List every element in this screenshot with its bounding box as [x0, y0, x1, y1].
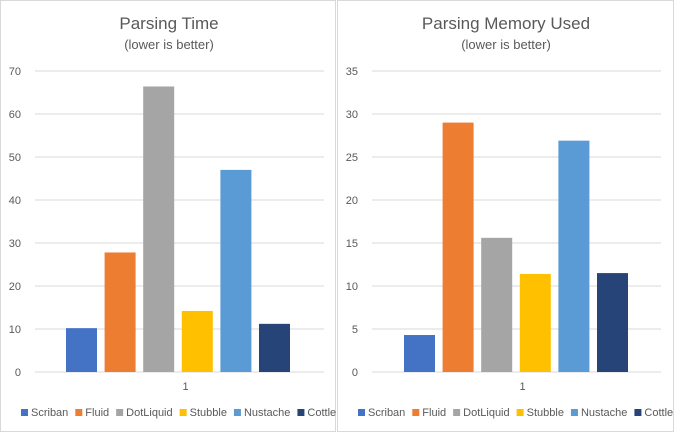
parsing-memory-bar-cottle	[597, 273, 628, 372]
parsing-memory-y-tick-label: 35	[346, 66, 358, 78]
parsing-memory-legend-label: Scriban	[368, 407, 405, 419]
parsing-memory-bar-stubble	[519, 273, 551, 372]
chart-panel-parsing-time: Parsing Time (lower is better) 0 10 20 30 40 50…	[0, 0, 336, 432]
parsing-memory-legend: Scriban Fluid DotLiquid Stubble Nustache Cott…	[358, 407, 673, 419]
parsing-memory-legend-label: DotLiquid	[463, 407, 509, 419]
parsing-memory-bar-scriban	[404, 335, 435, 372]
parsing-time-title: Parsing Time	[119, 14, 218, 33]
parsing-memory-legend-label: Nustache	[581, 407, 627, 419]
parsing-time-bar-nustache	[220, 169, 252, 372]
parsing-time-legend-label: Stubble	[190, 407, 227, 419]
parsing-memory-legend-swatch	[570, 409, 578, 416]
parsing-memory-y-tick-label: 25	[346, 152, 358, 164]
parsing-time-legend-swatch	[233, 409, 241, 416]
parsing-time-y-tick-label: 40	[9, 195, 21, 207]
parsing-time-y-tick-label: 20	[9, 281, 21, 293]
parsing-time-legend-swatch	[75, 409, 83, 416]
parsing-memory-legend-label: Cottle	[644, 407, 673, 419]
parsing-time-legend-swatch	[297, 409, 305, 416]
parsing-memory-subtitle: (lower is better)	[461, 37, 551, 52]
parsing-memory-legend-swatch	[412, 409, 420, 416]
parsing-time-bar-dotliquid	[143, 86, 175, 372]
parsing-time-y-tick-label: 70	[9, 66, 21, 78]
parsing-time-x-tick-label: 1	[182, 381, 188, 393]
parsing-memory-legend-swatch	[453, 409, 461, 416]
parsing-time-y-tick-label: 0	[15, 367, 21, 379]
chart-parsing-memory: Parsing Memory Used (lower is better) 0 5 10…	[346, 14, 673, 419]
parsing-time-bar-scriban	[66, 328, 97, 372]
parsing-time-legend-swatch	[179, 409, 187, 416]
parsing-memory-y-tick-label: 5	[352, 324, 358, 336]
parsing-time-legend-label: DotLiquid	[126, 407, 172, 419]
parsing-memory-y-tick-label: 10	[346, 281, 358, 293]
parsing-memory-legend-label: Fluid	[422, 407, 446, 419]
parsing-time-y-tick-label: 60	[9, 109, 21, 121]
parsing-memory-legend-swatch	[358, 409, 365, 416]
parsing-time-bar-fluid	[104, 252, 136, 372]
parsing-memory-bar-nustache	[558, 140, 590, 372]
parsing-memory-y-tick-label: 15	[346, 238, 358, 250]
parsing-time-legend-swatch	[116, 409, 124, 416]
parsing-memory-bar-fluid	[442, 122, 474, 372]
parsing-time-y-tick-label: 50	[9, 152, 21, 164]
parsing-time-subtitle: (lower is better)	[124, 37, 214, 52]
parsing-time-legend-label: Fluid	[85, 407, 109, 419]
parsing-memory-y-tick-label: 0	[352, 367, 358, 379]
chart-parsing-time: Parsing Time (lower is better) 0 10 20 30 40 50…	[9, 14, 336, 419]
parsing-memory-legend-label: Stubble	[527, 407, 564, 419]
parsing-time-legend-label: Nustache	[244, 407, 290, 419]
parsing-time-bar-cottle	[259, 323, 290, 372]
parsing-memory-title: Parsing Memory Used	[422, 14, 590, 33]
parsing-memory-y-tick-label: 30	[346, 109, 358, 121]
parsing-time-legend-swatch	[21, 409, 28, 416]
parsing-memory-y-tick-label: 20	[346, 195, 358, 207]
parsing-memory-bar-dotliquid	[481, 237, 513, 372]
parsing-memory-legend-swatch	[516, 409, 524, 416]
parsing-time-legend-label: Cottle	[307, 407, 336, 419]
parsing-memory-legend-swatch	[634, 409, 642, 416]
parsing-memory-x-tick-label: 1	[519, 381, 525, 393]
parsing-time-legend: Scriban Fluid DotLiquid Stubble Nustache Cott…	[21, 407, 336, 419]
chart-panel-parsing-memory: Parsing Memory Used (lower is better) 0 5 10…	[337, 0, 674, 432]
parsing-time-y-tick-label: 10	[9, 324, 21, 336]
parsing-time-legend-label: Scriban	[31, 407, 68, 419]
parsing-time-bar-stubble	[181, 310, 213, 372]
parsing-time-y-tick-label: 30	[9, 238, 21, 250]
